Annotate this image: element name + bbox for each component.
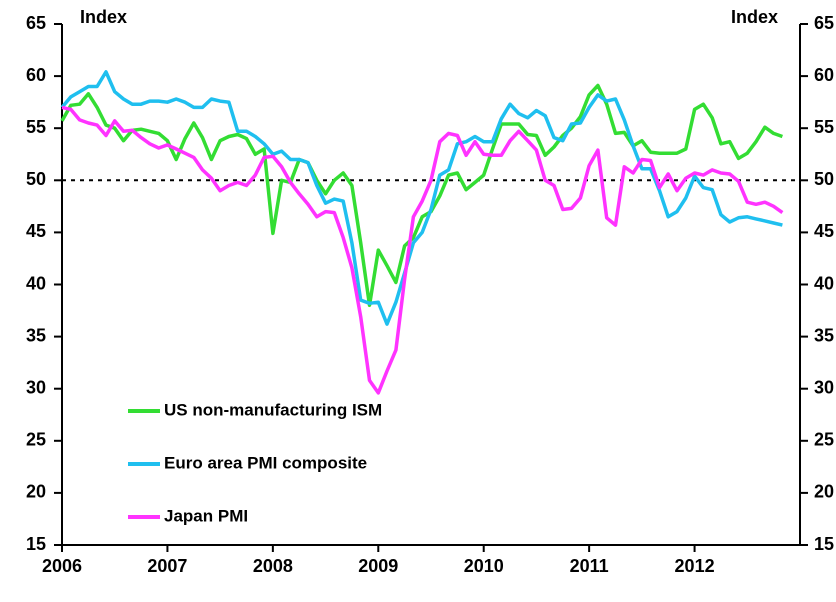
y2-tick-label: 15 xyxy=(814,534,834,554)
y2-tick-label: 35 xyxy=(814,325,834,345)
y2-tick-label: 20 xyxy=(814,482,834,502)
y-tick-label: 55 xyxy=(26,117,46,137)
y-tick-label: 60 xyxy=(26,65,46,85)
series-line xyxy=(61,105,784,395)
y-tick-label: 50 xyxy=(26,169,46,189)
y-tick-label: 30 xyxy=(26,377,46,397)
y-tick-label: 15 xyxy=(26,534,46,554)
x-tick-label: 2012 xyxy=(675,556,715,576)
x-tick-label: 2010 xyxy=(464,556,504,576)
y-tick-label: 40 xyxy=(26,273,46,293)
y2-tick-label: 55 xyxy=(814,117,834,137)
y2-tick-label: 45 xyxy=(814,221,834,241)
y2-tick-label: 25 xyxy=(814,430,834,450)
x-tick-label: 2007 xyxy=(147,556,187,576)
series-line xyxy=(60,83,783,308)
y2-tick-label: 65 xyxy=(814,13,834,33)
y2-tick-label: 40 xyxy=(814,273,834,293)
legend-label: Japan PMI xyxy=(164,506,248,525)
y-tick-label: 65 xyxy=(26,13,46,33)
y-tick-label: 35 xyxy=(26,325,46,345)
y2-tick-label: 50 xyxy=(814,169,834,189)
series-line xyxy=(60,70,783,326)
y-axis-label: Index xyxy=(80,7,127,27)
y2-axis-label: Index xyxy=(731,7,778,27)
legend-label: Euro area PMI composite xyxy=(164,453,367,472)
y-tick-label: 20 xyxy=(26,482,46,502)
x-tick-label: 2008 xyxy=(253,556,293,576)
y-tick-label: 45 xyxy=(26,221,46,241)
x-tick-label: 2011 xyxy=(570,556,609,576)
x-tick-label: 2009 xyxy=(358,556,398,576)
y2-tick-label: 30 xyxy=(814,377,834,397)
y-tick-label: 25 xyxy=(26,430,46,450)
x-tick-label: 2006 xyxy=(42,556,82,576)
legend-label: US non-manufacturing ISM xyxy=(164,400,382,419)
y2-tick-label: 60 xyxy=(814,65,834,85)
